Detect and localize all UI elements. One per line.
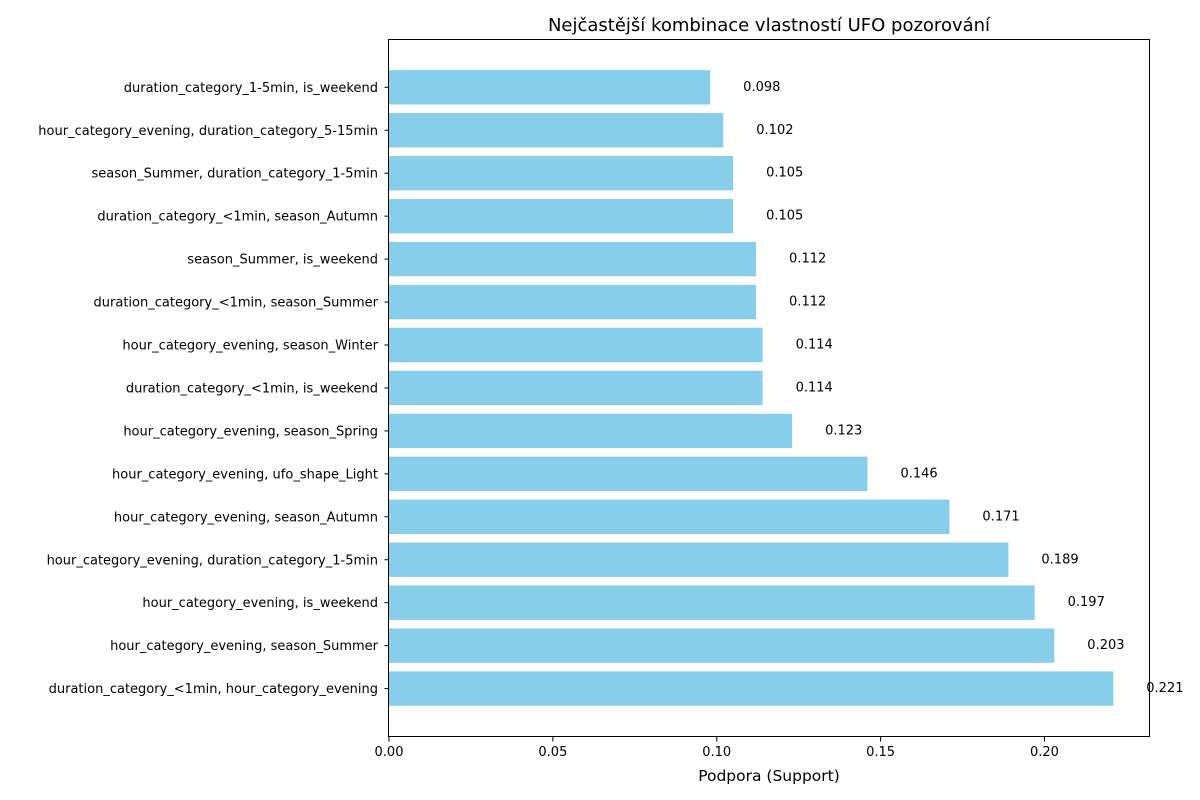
bar bbox=[389, 327, 763, 363]
category-label: duration_category_<1min, hour_category_e… bbox=[49, 682, 378, 697]
category-label: duration_category_<1min, is_weekend bbox=[126, 381, 378, 396]
category-label: season_Summer, duration_category_1-5min bbox=[91, 167, 378, 182]
plot-frame bbox=[388, 39, 1150, 737]
category-label: hour_category_evening, duration_category… bbox=[38, 124, 378, 139]
value-label: 0.221 bbox=[1146, 681, 1183, 696]
category-label: hour_category_evening, ufo_shape_Light bbox=[112, 467, 378, 482]
category-label: season_Summer, is_weekend bbox=[187, 253, 378, 268]
value-label: 0.171 bbox=[982, 509, 1019, 524]
bar bbox=[389, 284, 757, 320]
category-label: hour_category_evening, is_weekend bbox=[142, 596, 378, 611]
value-label: 0.112 bbox=[789, 295, 826, 310]
bar bbox=[389, 456, 868, 492]
bar bbox=[389, 241, 757, 277]
value-label: 0.114 bbox=[796, 380, 833, 395]
value-label: 0.105 bbox=[766, 166, 803, 181]
x-tick-label: 0.05 bbox=[538, 745, 567, 760]
category-label: duration_category_<1min, season_Autumn bbox=[97, 210, 378, 225]
category-label: hour_category_evening, season_Autumn bbox=[114, 510, 378, 525]
category-label: hour_category_evening, duration_category… bbox=[47, 553, 378, 568]
bar bbox=[389, 113, 724, 148]
x-tick-label: 0.10 bbox=[702, 745, 731, 760]
chart-title: Nejčastější kombinace vlastností UFO poz… bbox=[548, 15, 991, 36]
category-label: hour_category_evening, season_Winter bbox=[122, 339, 378, 354]
value-label: 0.197 bbox=[1068, 595, 1105, 610]
labels-layer: duration_category_<1min, hour_category_e… bbox=[38, 80, 1183, 697]
category-label: duration_category_1-5min, is_weekend bbox=[124, 81, 378, 96]
bar bbox=[389, 413, 793, 449]
x-tick-label: 0.20 bbox=[1030, 745, 1059, 760]
value-label: 0.098 bbox=[743, 80, 780, 95]
x-axis: 0.00 0.05 0.10 0.15 0.20 bbox=[375, 737, 1059, 760]
bar bbox=[389, 628, 1055, 663]
x-axis-label: Podpora (Support) bbox=[698, 767, 840, 785]
bar bbox=[389, 671, 1114, 706]
category-label: hour_category_evening, season_Summer bbox=[110, 639, 379, 654]
bar bbox=[389, 542, 1009, 577]
bar bbox=[389, 70, 711, 105]
value-label: 0.114 bbox=[796, 338, 833, 353]
value-label: 0.146 bbox=[900, 466, 937, 481]
value-label: 0.105 bbox=[766, 209, 803, 224]
bars-layer bbox=[389, 70, 1114, 706]
value-label: 0.203 bbox=[1087, 638, 1124, 653]
bar bbox=[389, 370, 763, 406]
x-tick-label: 0.00 bbox=[375, 745, 404, 760]
bar bbox=[389, 156, 734, 191]
category-label: hour_category_evening, season_Spring bbox=[123, 424, 378, 439]
value-label: 0.123 bbox=[825, 423, 862, 438]
bar bbox=[389, 198, 734, 234]
value-label: 0.102 bbox=[756, 123, 793, 138]
bar bbox=[389, 499, 950, 534]
category-label: duration_category_<1min, season_Summer bbox=[94, 296, 379, 311]
value-label: 0.189 bbox=[1041, 552, 1078, 567]
bar bbox=[389, 585, 1035, 620]
value-label: 0.112 bbox=[789, 252, 826, 267]
x-tick-label: 0.15 bbox=[866, 745, 895, 760]
